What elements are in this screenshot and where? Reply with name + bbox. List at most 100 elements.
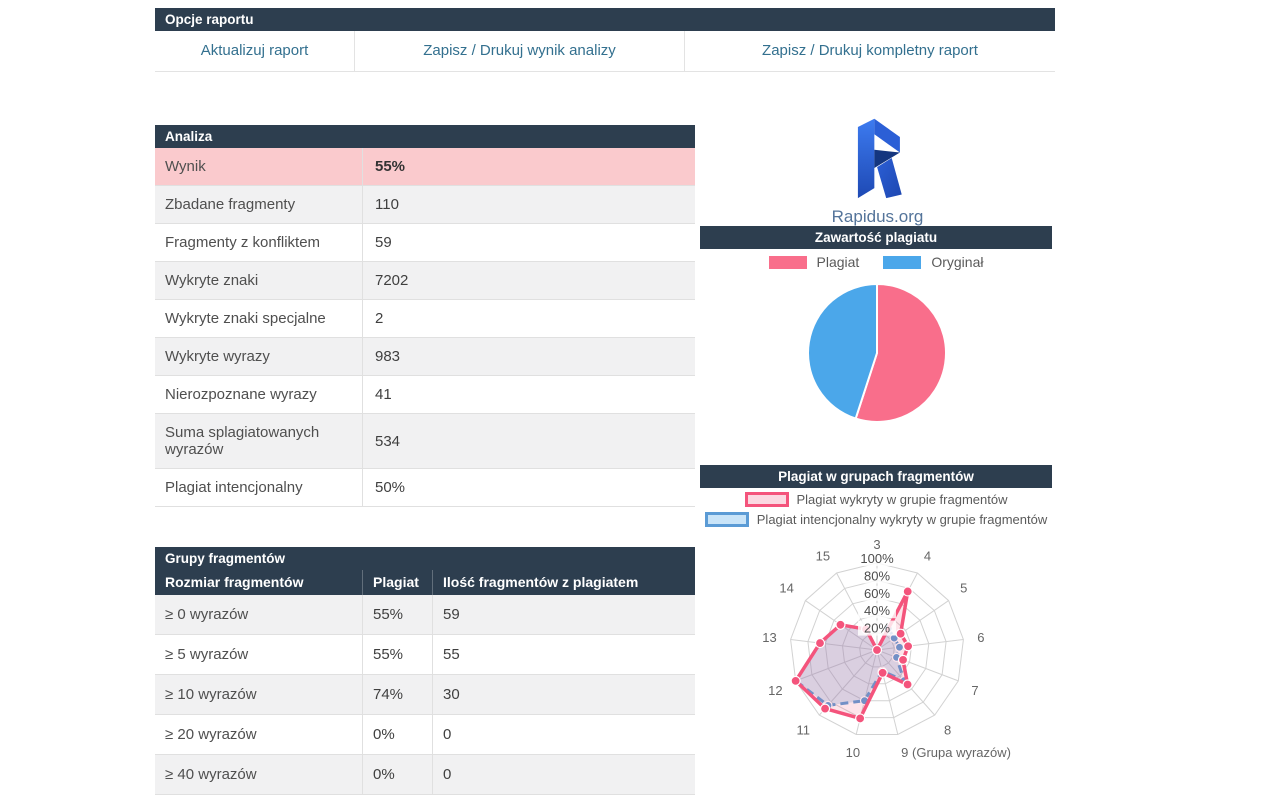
row-value: 41 xyxy=(362,376,695,413)
svg-text:11: 11 xyxy=(797,723,811,738)
row-value: 534 xyxy=(362,414,695,468)
svg-text:40%: 40% xyxy=(864,603,890,618)
table-row: ≥ 5 wyrazów 55% 55 xyxy=(155,635,695,675)
row-plagiarism: 55% xyxy=(362,635,432,674)
row-count: 30 xyxy=(432,675,695,714)
update-report-button[interactable]: Aktualizuj raport xyxy=(155,31,355,71)
row-size: ≥ 0 wyrazów xyxy=(165,606,249,623)
row-value: 2 xyxy=(362,300,695,337)
row-count: 55 xyxy=(432,635,695,674)
row-label: Fragmenty z konfliktem xyxy=(165,234,321,251)
plagiat-swatch-icon xyxy=(768,255,807,269)
row-size: ≥ 20 wyrazów xyxy=(165,726,257,743)
row-label: Wykryte znaki specjalne xyxy=(165,310,326,327)
table-row: Plagiat intencjonalny 50% xyxy=(155,469,695,507)
row-plagiarism: 0% xyxy=(362,715,432,754)
fragment-groups-header: Grupy fragmentów xyxy=(155,547,695,570)
report-options-header: Opcje raportu xyxy=(155,8,1055,31)
svg-text:10: 10 xyxy=(846,745,860,760)
svg-text:5: 5 xyxy=(960,581,967,596)
table-row: Wykryte znaki specjalne 2 xyxy=(155,300,695,338)
pie-chart-svg xyxy=(807,283,948,423)
svg-text:3: 3 xyxy=(873,537,880,552)
row-value: 983 xyxy=(362,338,695,375)
row-label: Wykryte znaki xyxy=(165,272,259,289)
svg-text:8: 8 xyxy=(944,723,951,738)
legend-item: Plagiat wykryty w grupie fragmentów xyxy=(744,492,1008,507)
row-count: 0 xyxy=(432,715,695,754)
column-header: Plagiat xyxy=(362,570,432,595)
row-plagiarism: 74% xyxy=(362,675,432,714)
plagiarism-pie-chart xyxy=(805,281,949,430)
legend-label: Oryginał xyxy=(931,254,984,270)
report-options-buttons: Aktualizuj raport Zapisz / Drukuj wynik … xyxy=(155,31,1055,72)
table-row: Wykryte znaki 7202 xyxy=(155,262,695,300)
svg-text:14: 14 xyxy=(779,581,793,596)
column-header: Ilość fragmentów z plagiatem xyxy=(432,570,695,595)
svg-text:20%: 20% xyxy=(864,621,890,636)
brand-block: Rapidus.org xyxy=(700,116,1055,227)
table-row: Zbadane fragmenty 110 xyxy=(155,186,695,224)
row-value: 110 xyxy=(362,186,695,223)
svg-text:12: 12 xyxy=(768,683,782,698)
row-label: Wynik xyxy=(165,158,206,175)
save-print-full-report-button[interactable]: Zapisz / Drukuj kompletny raport xyxy=(685,31,1055,71)
rapidus-logo-icon xyxy=(857,118,902,199)
column-header: Rozmiar fragmentów xyxy=(165,574,304,590)
row-value: 59 xyxy=(362,224,695,261)
svg-text:15: 15 xyxy=(816,549,830,564)
svg-text:4: 4 xyxy=(924,549,931,564)
row-value: 55% xyxy=(362,148,695,185)
pink-series-swatch-icon xyxy=(744,492,789,507)
groups-radar-chart: 20% 40% 60% 80% 100% 3 4 5 6 7 8 9 (Grupa wyrazów) 1… xyxy=(700,536,1060,781)
fragment-groups-column-headers: Rozmiar fragmentów Plagiat Ilość fragmen… xyxy=(155,570,695,595)
row-label: Wykryte wyrazy xyxy=(165,348,270,365)
table-row: ≥ 20 wyrazów 0% 0 xyxy=(155,715,695,755)
svg-text:100%: 100% xyxy=(860,551,894,566)
row-plagiarism: 55% xyxy=(362,595,432,634)
pie-legend: Plagiat Oryginał xyxy=(700,254,1052,270)
save-print-analysis-button[interactable]: Zapisz / Drukuj wynik analizy xyxy=(355,31,685,71)
radar-legend: Plagiat wykryty w grupie fragmentów Plag… xyxy=(700,492,1052,527)
table-row: Wykryte wyrazy 983 xyxy=(155,338,695,376)
blue-series-swatch-icon xyxy=(704,512,749,527)
table-row: ≥ 10 wyrazów 74% 30 xyxy=(155,675,695,715)
table-row: Suma splagiatowanych wyrazów 534 xyxy=(155,414,695,469)
report-options-panel: Opcje raportu Aktualizuj raport Zapisz /… xyxy=(155,8,1055,72)
fragment-groups-table: Grupy fragmentów Rozmiar fragmentów Plag… xyxy=(155,547,695,795)
row-size: ≥ 10 wyrazów xyxy=(165,686,257,703)
table-row: ≥ 0 wyrazów 55% 59 xyxy=(155,595,695,635)
row-label: Nierozpoznane wyrazy xyxy=(165,386,317,403)
radar-section-header: Plagiat w grupach fragmentów xyxy=(700,465,1052,488)
analysis-table: Analiza Wynik 55% Zbadane fragmenty 110 … xyxy=(155,125,695,507)
row-size: ≥ 5 wyrazów xyxy=(165,646,249,663)
svg-text:7: 7 xyxy=(971,683,978,698)
row-size: ≥ 40 wyrazów xyxy=(165,766,257,783)
row-count: 59 xyxy=(432,595,695,634)
table-row: Fragmenty z konfliktem 59 xyxy=(155,224,695,262)
svg-text:80%: 80% xyxy=(864,568,890,583)
row-count: 0 xyxy=(432,755,695,794)
svg-text:60%: 60% xyxy=(864,586,890,601)
legend-label: Plagiat intencjonalny wykryty w grupie f… xyxy=(756,512,1048,527)
svg-text:9 (Grupa wyrazów): 9 (Grupa wyrazów) xyxy=(901,745,1011,760)
legend-label: Plagiat xyxy=(816,254,860,270)
legend-label: Plagiat wykryty w grupie fragmentów xyxy=(796,492,1008,507)
pie-section-header: Zawartość plagiatu xyxy=(700,226,1052,249)
row-label: Suma splagiatowanych wyrazów xyxy=(165,424,320,458)
brand-name: Rapidus.org xyxy=(831,207,924,226)
oryginal-swatch-icon xyxy=(883,255,922,269)
row-value: 50% xyxy=(362,469,695,506)
table-row: Wynik 55% xyxy=(155,148,695,186)
row-plagiarism: 0% xyxy=(362,755,432,794)
row-value: 7202 xyxy=(362,262,695,299)
row-label: Zbadane fragmenty xyxy=(165,196,296,213)
svg-text:6: 6 xyxy=(977,630,984,645)
legend-item: Plagiat intencjonalny wykryty w grupie f… xyxy=(704,512,1048,527)
table-row: Nierozpoznane wyrazy 41 xyxy=(155,376,695,414)
radar-chart-svg: 20% 40% 60% 80% 100%3 4 5 6 7 8 9 (Grupa wyrazów) 1… xyxy=(762,537,1011,760)
svg-text:13: 13 xyxy=(762,630,776,645)
row-label: Plagiat intencjonalny xyxy=(165,479,303,496)
analysis-header: Analiza xyxy=(155,125,695,148)
table-row: ≥ 40 wyrazów 0% 0 xyxy=(155,755,695,795)
